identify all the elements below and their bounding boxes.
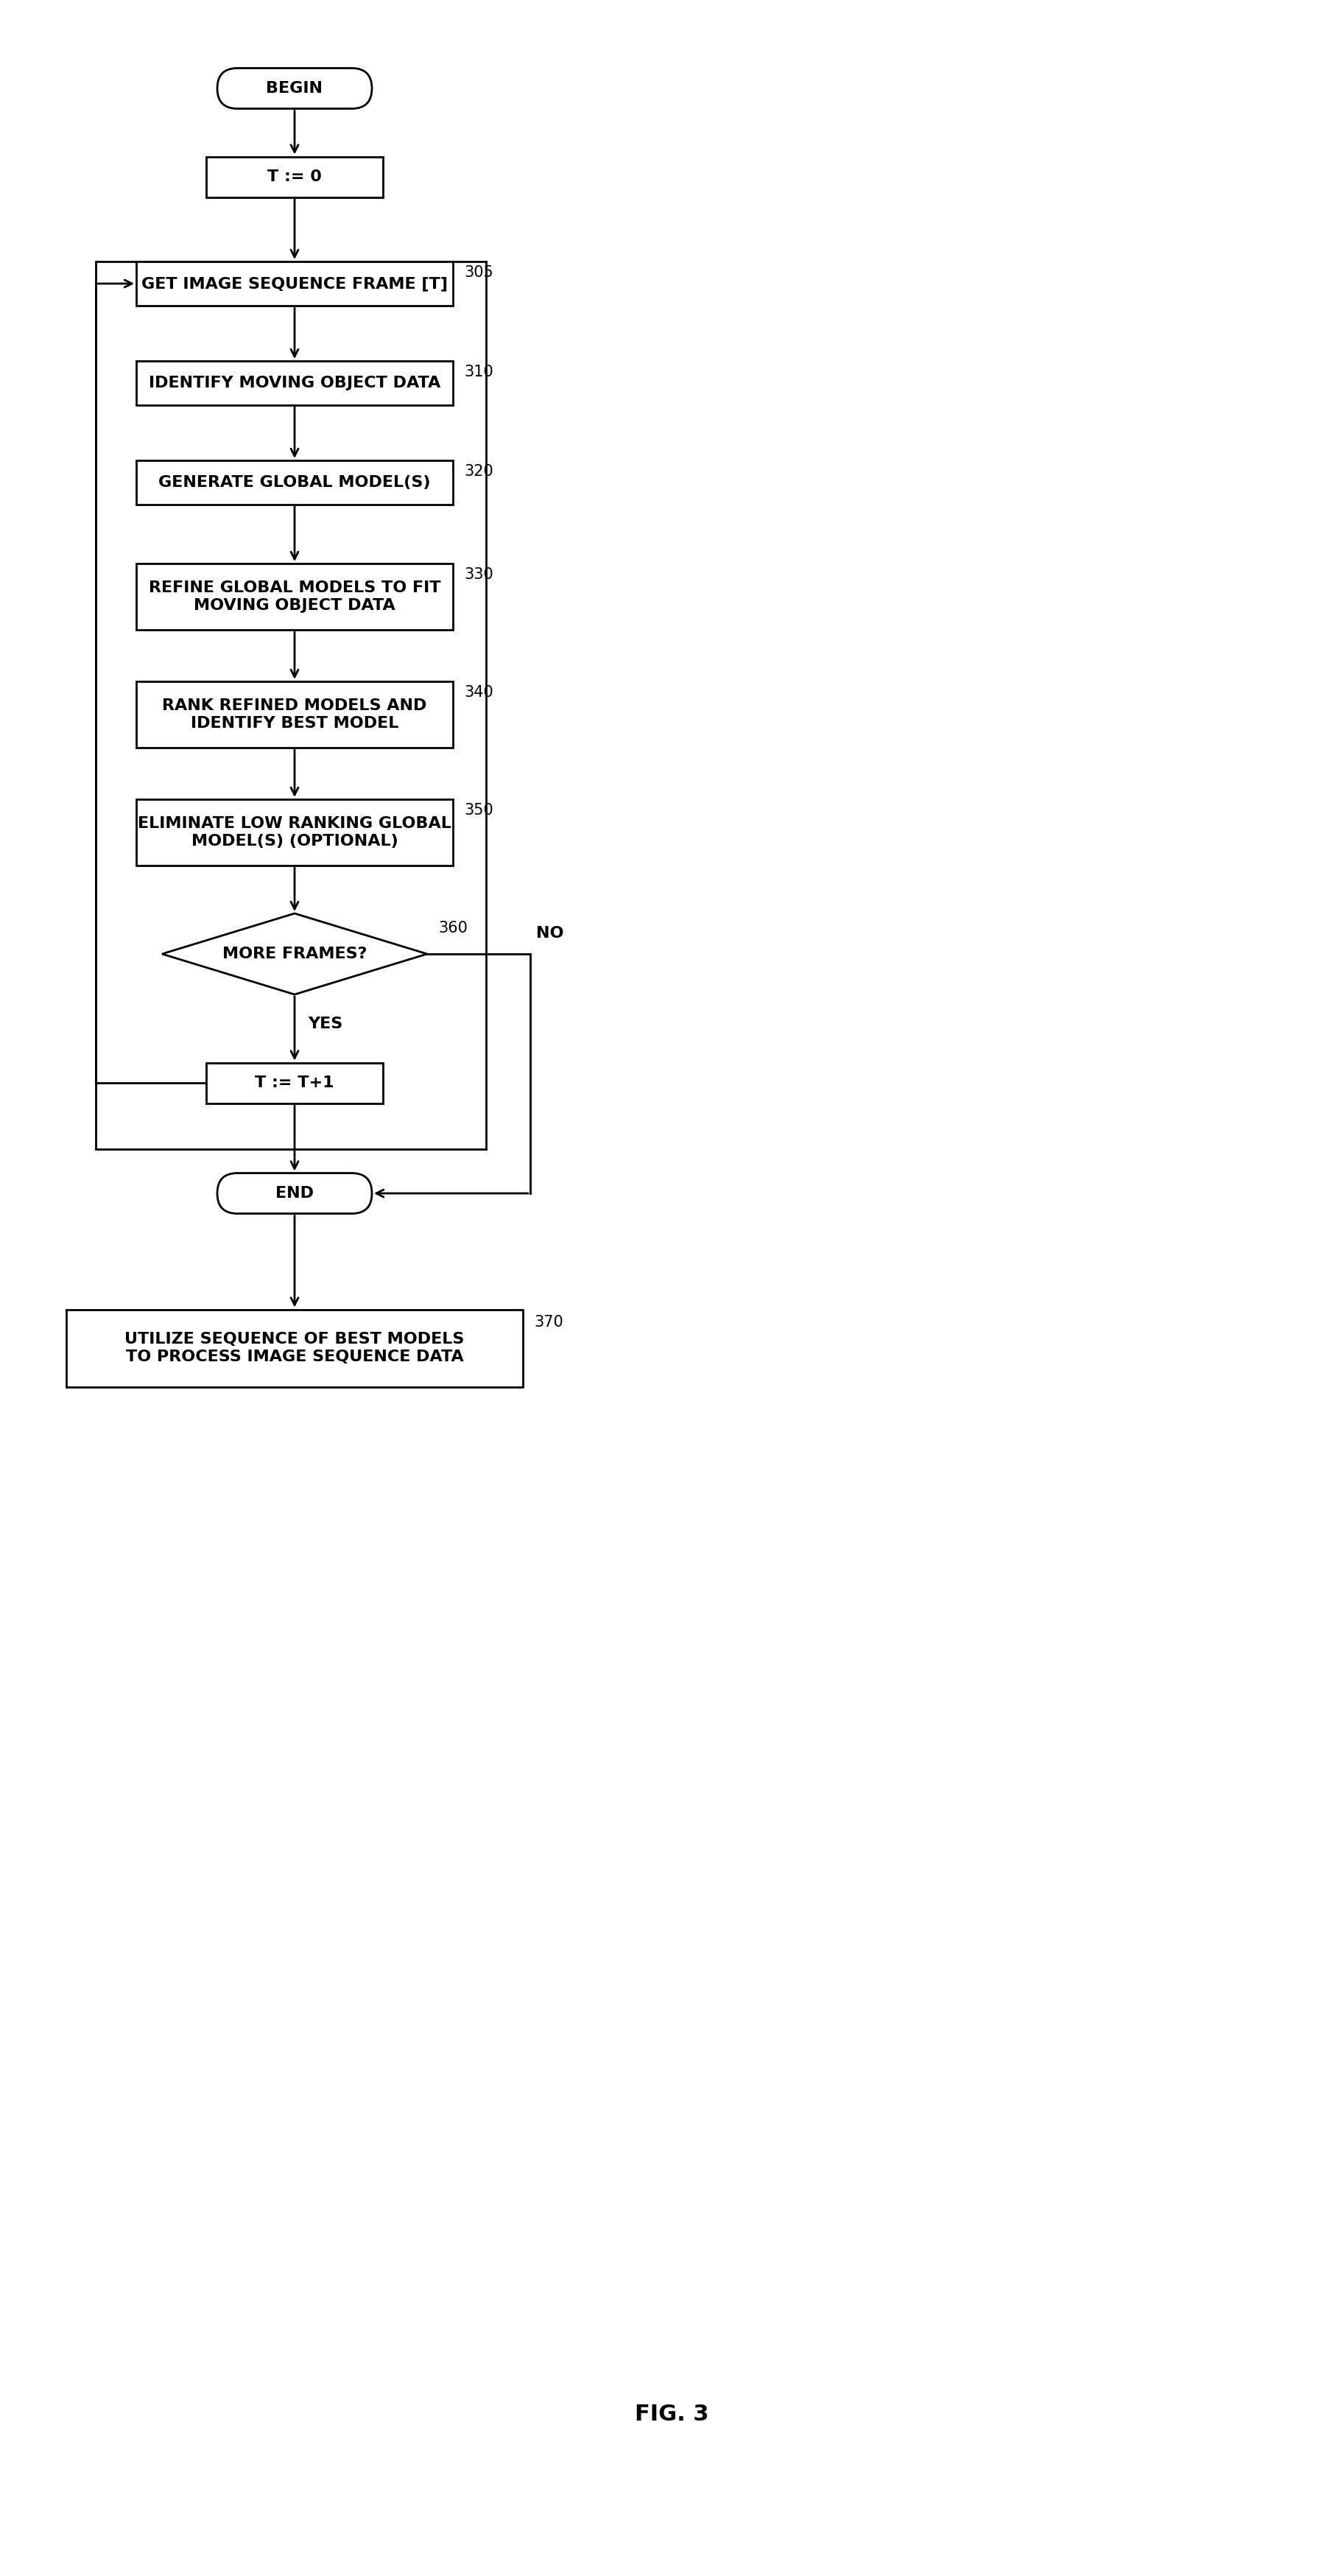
Text: GENERATE GLOBAL MODEL(S): GENERATE GLOBAL MODEL(S)	[159, 474, 430, 489]
Text: 360: 360	[438, 920, 468, 935]
FancyBboxPatch shape	[206, 157, 383, 196]
Text: T := 0: T := 0	[267, 170, 321, 183]
FancyBboxPatch shape	[136, 263, 453, 307]
Text: FIG. 3: FIG. 3	[634, 2403, 710, 2424]
FancyBboxPatch shape	[206, 1061, 383, 1103]
Text: T := T+1: T := T+1	[255, 1077, 335, 1090]
FancyBboxPatch shape	[136, 361, 453, 404]
Text: REFINE GLOBAL MODELS TO FIT
MOVING OBJECT DATA: REFINE GLOBAL MODELS TO FIT MOVING OBJEC…	[149, 580, 441, 613]
FancyBboxPatch shape	[218, 67, 372, 108]
Text: 320: 320	[464, 464, 493, 479]
Text: 340: 340	[464, 685, 493, 701]
Text: RANK REFINED MODELS AND
IDENTIFY BEST MODEL: RANK REFINED MODELS AND IDENTIFY BEST MO…	[163, 698, 427, 732]
Text: 305: 305	[464, 265, 493, 281]
Polygon shape	[163, 914, 427, 994]
FancyBboxPatch shape	[218, 1172, 372, 1213]
Text: 330: 330	[464, 567, 493, 582]
Text: 350: 350	[464, 804, 493, 817]
Text: BEGIN: BEGIN	[266, 80, 323, 95]
Text: 370: 370	[534, 1314, 563, 1329]
Text: UTILIZE SEQUENCE OF BEST MODELS
TO PROCESS IMAGE SEQUENCE DATA: UTILIZE SEQUENCE OF BEST MODELS TO PROCE…	[125, 1332, 465, 1363]
Text: ELIMINATE LOW RANKING GLOBAL
MODEL(S) (OPTIONAL): ELIMINATE LOW RANKING GLOBAL MODEL(S) (O…	[137, 817, 452, 848]
Text: NO: NO	[536, 925, 563, 940]
Text: MORE FRAMES?: MORE FRAMES?	[222, 945, 367, 961]
FancyBboxPatch shape	[136, 683, 453, 747]
Text: GET IMAGE SEQUENCE FRAME [T]: GET IMAGE SEQUENCE FRAME [T]	[141, 276, 448, 291]
FancyBboxPatch shape	[66, 1309, 523, 1386]
FancyBboxPatch shape	[136, 799, 453, 866]
FancyBboxPatch shape	[136, 461, 453, 505]
FancyBboxPatch shape	[136, 564, 453, 629]
Text: 310: 310	[464, 366, 493, 379]
Text: IDENTIFY MOVING OBJECT DATA: IDENTIFY MOVING OBJECT DATA	[149, 376, 441, 392]
Text: YES: YES	[308, 1018, 343, 1030]
Text: END: END	[276, 1185, 313, 1200]
